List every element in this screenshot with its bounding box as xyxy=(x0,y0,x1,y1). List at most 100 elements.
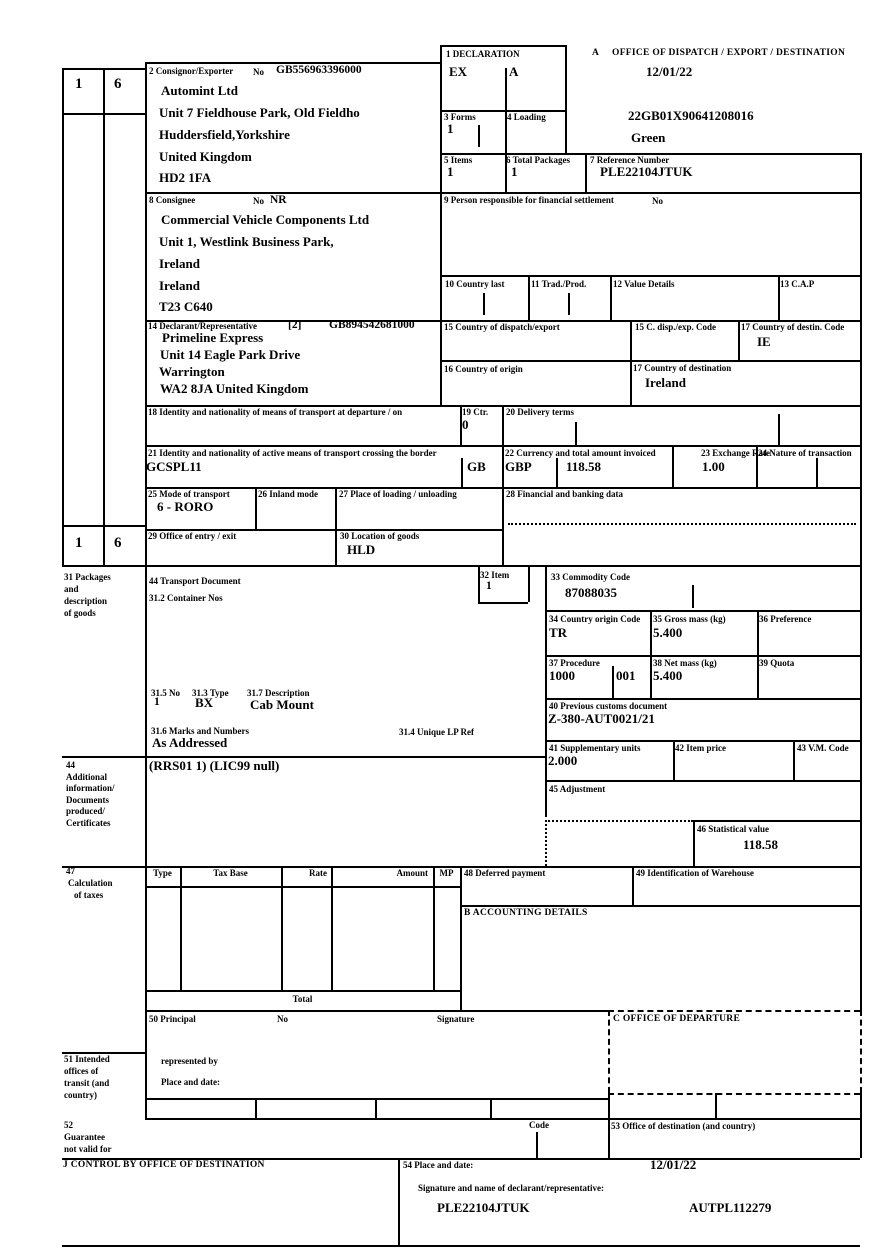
box3-forms-label: 3 Forms xyxy=(444,112,476,122)
divider-line xyxy=(440,45,565,47)
copy-number-6b: 6 xyxy=(114,535,122,551)
box41-supp-units-value: 2.000 xyxy=(548,753,578,768)
box48-deferred-label: 48 Deferred payment xyxy=(464,868,546,878)
divider-line xyxy=(528,275,530,320)
box35-gross-mass-value: 5.400 xyxy=(653,625,683,640)
box20-delivery-label: 20 Delivery terms xyxy=(506,407,574,417)
divider-line xyxy=(62,756,545,758)
box3-forms-value: 1 xyxy=(447,121,454,136)
box1-declaration-subtype: A xyxy=(509,64,519,79)
divider-line xyxy=(545,698,860,700)
box52-code-label: Code xyxy=(529,1120,549,1130)
box52-guarantee-label: Guarantee xyxy=(64,1132,105,1142)
box46-statistical-value: 118.58 xyxy=(743,837,779,852)
dashed-line xyxy=(608,1093,860,1095)
box7-reference-value: PLE22104JTUK xyxy=(600,164,693,179)
box19-ctr-label: 19 Ctr. xyxy=(462,407,489,417)
box4-loading-label: 4 Loading xyxy=(507,112,546,122)
box37-procedure-value2: 001 xyxy=(616,668,636,683)
box8-no-value: NR xyxy=(270,194,287,206)
box44-transport-doc-label: 44 Transport Document xyxy=(149,576,241,586)
box14-address-line: Warrington xyxy=(159,364,225,379)
divider-line xyxy=(778,414,780,445)
box12-value-details-label: 12 Value Details xyxy=(613,279,675,289)
divider-line xyxy=(145,320,860,322)
box50-represented-label: represented by xyxy=(161,1056,218,1066)
box13-cap-label: 13 C.A.P xyxy=(780,279,815,289)
box15-dispatch-label: 15 Country of dispatch/export xyxy=(444,322,560,332)
tax-total-label: Total xyxy=(292,994,313,1004)
box2-address-line: HD2 1FA xyxy=(159,170,212,185)
box47-label: Calculation xyxy=(68,878,113,888)
tax-col-mp: MP xyxy=(439,868,454,878)
divider-line xyxy=(145,62,440,64)
box31-6-marks-value: As Addressed xyxy=(152,735,228,750)
divider-line xyxy=(478,602,528,604)
divider-line xyxy=(793,740,795,780)
divider-line xyxy=(398,1158,400,1245)
box33-commodity-value: 87088035 xyxy=(565,585,617,600)
box52-guarantee-label: 52 xyxy=(64,1120,73,1130)
officeA-date: 12/01/22 xyxy=(646,64,693,79)
box47-label: 47 xyxy=(66,866,75,876)
divider-line xyxy=(281,866,283,990)
box29-office-entry-label: 29 Office of entry / exit xyxy=(148,531,237,541)
box37-procedure-label: 37 Procedure xyxy=(549,658,600,668)
box51-transit-label: 51 Intended xyxy=(64,1054,110,1064)
divider-line xyxy=(145,1118,860,1120)
box8-no-label: No xyxy=(253,196,264,206)
divider-line xyxy=(461,458,463,487)
box54-date-value: 12/01/22 xyxy=(650,1157,697,1172)
tax-col-amount: Amount xyxy=(396,868,428,878)
box34-origin-code-value: TR xyxy=(549,625,568,640)
box27-loading-label: 27 Place of loading / unloading xyxy=(339,489,457,499)
divider-line xyxy=(62,1052,145,1054)
box35-gross-mass-label: 35 Gross mass (kg) xyxy=(653,614,726,624)
box45-adjustment-label: 45 Adjustment xyxy=(549,784,606,794)
box8-address-line: Ireland xyxy=(159,256,200,271)
box11-trad-prod-label: 11 Trad./Prod. xyxy=(531,279,587,289)
box23-exchange-label: 23 Exchange Rate xyxy=(701,448,770,458)
box50-place-date-label: Place and date: xyxy=(161,1077,220,1087)
box54-reference-value: PLE22104JTUK xyxy=(437,1200,530,1215)
box23-exchange-value: 1.00 xyxy=(702,459,725,474)
box38-net-mass-value: 5.400 xyxy=(653,668,683,683)
box49-warehouse-label: 49 Identification of Warehouse xyxy=(636,868,754,878)
divider-line xyxy=(145,886,460,888)
box32-item-value: 1 xyxy=(486,580,492,592)
box25-mode-value: 6 - RORO xyxy=(157,499,214,514)
divider-line xyxy=(650,610,652,698)
box28-financial-label: 28 Financial and banking data xyxy=(506,489,624,499)
box44-value: (RRS01 1) (LIC99 null) xyxy=(149,758,280,773)
box24-nature-label: 24 Nature of transaction xyxy=(758,448,852,458)
divider-line xyxy=(673,740,675,780)
box2-eori: GB556963396000 xyxy=(276,64,362,76)
box38-net-mass-label: 38 Net mass (kg) xyxy=(653,658,717,668)
box22-currency-label: 22 Currency and total amount invoiced xyxy=(505,448,656,458)
box14-address-line: WA2 8JA United Kingdom xyxy=(160,381,309,396)
divider-line xyxy=(630,320,632,405)
divider-line xyxy=(505,68,507,192)
box31-2-container-label: 31.2 Container Nos xyxy=(149,593,223,603)
box1-declaration-type: EX xyxy=(449,64,468,79)
divider-line xyxy=(575,422,577,445)
box51-transit-label: offices of xyxy=(64,1066,99,1076)
divider-line xyxy=(860,153,862,1010)
box31-packages-label: 31 Packages xyxy=(64,572,111,582)
box17c-destin-code-value: IE xyxy=(757,334,771,349)
divider-line xyxy=(62,1158,860,1160)
dashed-line xyxy=(608,1010,860,1012)
box6-packages-label: 6 Total Packages xyxy=(506,155,571,165)
box9-financial-label: 9 Person responsible for financial settl… xyxy=(444,195,614,205)
box43-vm-code-label: 43 V.M. Code xyxy=(797,743,849,753)
divider-line xyxy=(556,458,558,487)
divider-line xyxy=(536,1132,538,1158)
box31-3-type-value: BX xyxy=(195,695,214,710)
tax-col-taxbase: Tax Base xyxy=(213,868,248,878)
box31-6-marks-label: 31.6 Marks and Numbers xyxy=(151,726,250,736)
box51-transit-label: transit (and xyxy=(64,1078,110,1088)
box7-reference-label: 7 Reference Number xyxy=(590,155,670,165)
divider-line xyxy=(545,655,860,657)
box2-address-line: Huddersfield,Yorkshire xyxy=(159,127,290,142)
dashed-line xyxy=(860,1010,862,1093)
